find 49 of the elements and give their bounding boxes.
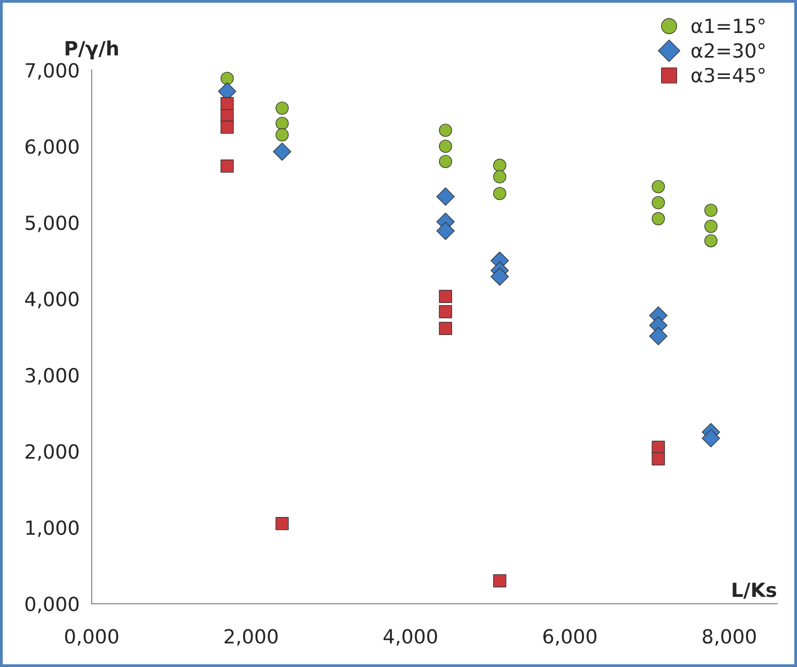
point xyxy=(652,180,665,194)
point xyxy=(220,120,234,134)
x-tick-label: 8,000 xyxy=(702,628,756,646)
legend-label: α1=15° xyxy=(692,18,765,34)
point xyxy=(276,102,289,115)
point xyxy=(493,186,506,200)
point xyxy=(493,574,506,588)
point xyxy=(438,305,452,318)
point xyxy=(702,429,720,448)
y-tick-label: 5,000 xyxy=(26,215,79,232)
point xyxy=(436,187,455,206)
point xyxy=(276,517,289,530)
point xyxy=(438,322,452,336)
point xyxy=(220,72,234,85)
point xyxy=(493,170,506,184)
point xyxy=(438,124,452,137)
y-tick-label: 7,000 xyxy=(26,62,79,80)
point xyxy=(438,154,452,168)
point xyxy=(276,128,289,142)
x-tick-label: 2,000 xyxy=(224,628,278,646)
point xyxy=(220,97,234,110)
point xyxy=(438,140,452,153)
y-tick-label: 2,000 xyxy=(26,444,79,461)
point xyxy=(436,222,455,240)
point xyxy=(652,196,665,210)
y-tick-label: 4,000 xyxy=(25,292,79,308)
point xyxy=(276,116,289,130)
point xyxy=(438,290,452,303)
legend-label: α2=30° xyxy=(692,43,765,58)
point xyxy=(649,326,668,346)
x-tick-label: 4,000 xyxy=(384,628,437,646)
y-tick-label: 1,000 xyxy=(26,520,79,538)
x-tick-label: 6,000 xyxy=(543,628,596,646)
point xyxy=(220,160,234,173)
point xyxy=(704,220,718,233)
legend-label: α3=45° xyxy=(692,68,765,83)
point xyxy=(704,234,718,248)
x-tick-label: 0,000 xyxy=(65,628,118,646)
point xyxy=(493,158,506,172)
point xyxy=(490,267,509,286)
point xyxy=(273,142,292,161)
y-tick-label: 6,000 xyxy=(26,139,79,156)
point xyxy=(652,212,665,226)
point xyxy=(652,452,665,466)
point xyxy=(704,204,718,217)
y-axis-title: P/γ/h xyxy=(66,40,118,60)
x-axis-title: L/Ks xyxy=(732,582,776,599)
y-tick-label: 3,000 xyxy=(26,368,79,385)
y-tick-label: 0,000 xyxy=(25,596,79,614)
